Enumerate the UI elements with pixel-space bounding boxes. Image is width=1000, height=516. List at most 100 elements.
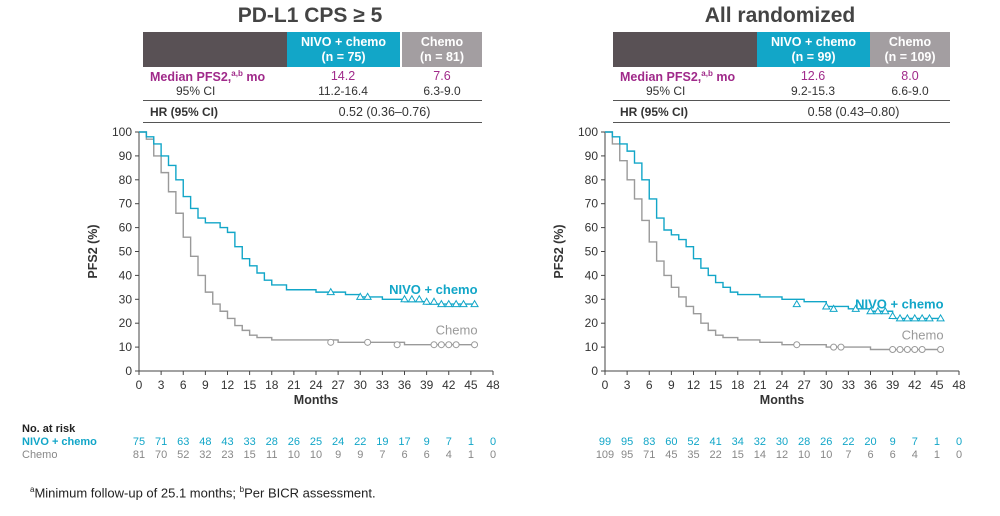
nivo-header-arm: NIVO + chemo (770, 35, 857, 49)
x-tick-label: 12 (221, 378, 235, 392)
nivo-header-arm: NIVO + chemo (300, 35, 387, 49)
nivo-censor-mark (792, 299, 802, 308)
chemo-censor-mark (911, 345, 919, 353)
nivo-censor-mark (880, 306, 890, 315)
y-tick-label: 40 (585, 268, 599, 282)
nivo-censor-mark (917, 313, 927, 322)
x-tick-label: 27 (797, 378, 811, 392)
chemo-series-line (605, 131, 941, 351)
x-tick-label: 36 (398, 378, 412, 392)
chemo-header: Chemo (n = 81) (402, 32, 482, 67)
risk-chemo-count: 45 (665, 449, 678, 461)
risk-nivo-count: 1 (467, 436, 474, 448)
risk-nivo-count: 63 (177, 436, 190, 448)
hr-value: 0.52 (0.36–0.76) (338, 105, 431, 119)
chemo-header-n: (n = 81) (419, 50, 465, 64)
risk-nivo-count: 34 (731, 436, 744, 448)
nivo-censor-mark (821, 301, 831, 310)
risk-chemo-count: 7 (845, 449, 852, 461)
nivo-censor-mark (363, 292, 372, 300)
risk-chemo-count: 9 (357, 449, 364, 461)
y-tick-label: 70 (119, 197, 133, 211)
panel-all-randomized: All randomized NIVO + chemo (n = 99) Che… (470, 0, 950, 470)
chemo-ci: 6.6-9.0 (891, 84, 929, 98)
risk-chemo-count: 70 (155, 449, 168, 461)
x-tick-label: 15 (709, 378, 723, 392)
y-tick-label: 10 (119, 340, 133, 354)
risk-nivo-count: 19 (376, 436, 389, 448)
risk-nivo-count: 99 (598, 436, 612, 448)
x-axis-label: Months (760, 393, 804, 407)
median-label: Median PFS2,a,b mo (620, 69, 736, 85)
risk-nivo-count: 7 (445, 436, 452, 448)
y-tick-label: 10 (585, 340, 599, 354)
nivo-censor-mark (451, 299, 461, 308)
nivo-censor-mark (414, 294, 424, 303)
nivo-censor-mark (888, 311, 897, 320)
x-tick-label: 36 (864, 378, 878, 392)
risk-nivo-count: 20 (864, 436, 877, 448)
nivo-censor-mark (326, 287, 336, 296)
x-tick-label: 33 (842, 378, 856, 392)
nivo-ci: 9.2-15.3 (790, 84, 836, 98)
x-tick-label: 15 (243, 378, 257, 392)
nivo-series-line (139, 131, 475, 305)
risk-chemo-count: 4 (445, 449, 452, 461)
nivo-header-n: (n = 99) (791, 50, 836, 64)
y-tick-label: 100 (578, 125, 598, 139)
risk-nivo-count: 25 (309, 436, 323, 448)
x-tick-label: 45 (464, 378, 478, 392)
nivo-censor-mark (429, 297, 439, 305)
y-tick-label: 100 (112, 125, 132, 139)
risk-chemo-count: 52 (177, 449, 190, 461)
risk-title: No. at risk (22, 423, 76, 435)
risk-chemo-count: 11 (266, 449, 278, 461)
risk-chemo-count: 7 (379, 449, 386, 461)
risk-chemo-count: 14 (753, 449, 766, 461)
risk-nivo-count: 41 (709, 436, 722, 448)
chemo-series-label: Chemo (436, 323, 478, 338)
nivo-header: NIVO + chemo (n = 99) (757, 32, 870, 67)
risk-nivo-count: 26 (820, 436, 833, 448)
risk-chemo-count: 9 (335, 449, 342, 461)
risk-chemo-count: 81 (132, 449, 146, 461)
risk-nivo-count: 9 (889, 436, 896, 448)
x-tick-label: 39 (420, 378, 434, 392)
y-tick-label: 0 (125, 364, 132, 378)
risk-chemo-count: 10 (798, 449, 811, 461)
chemo-censor-mark (837, 343, 845, 351)
y-axis-label: PFS2 (%) (86, 224, 100, 278)
x-tick-label: 42 (908, 378, 922, 392)
risk-nivo-count: 0 (955, 436, 963, 448)
chemo-censor-mark (793, 341, 801, 349)
chemo-censor-mark (471, 341, 479, 349)
risk-chemo-count: 6 (867, 449, 874, 461)
y-tick-label: 40 (119, 268, 133, 282)
chemo-censor-mark (937, 345, 945, 353)
y-tick-label: 90 (119, 149, 133, 163)
risk-chemo-count: 10 (820, 449, 833, 461)
header-blank (143, 32, 287, 67)
risk-chemo-label: Chemo (22, 449, 58, 461)
y-axis-label: PFS2 (%) (552, 224, 566, 278)
x-tick-label: 30 (354, 378, 368, 392)
risk-nivo-count: 30 (775, 436, 789, 448)
x-tick-label: 0 (136, 378, 143, 392)
nivo-censor-mark (437, 299, 446, 308)
nivo-censor-mark (936, 313, 945, 322)
y-tick-label: 20 (119, 316, 133, 330)
chemo-censor-mark (896, 345, 904, 353)
risk-chemo-count: 35 (687, 449, 700, 461)
risk-chemo-count: 0 (955, 449, 963, 461)
x-tick-label: 48 (952, 378, 966, 392)
risk-nivo-count: 33 (243, 436, 256, 448)
risk-nivo-count: 60 (665, 436, 678, 448)
x-tick-label: 27 (331, 378, 345, 392)
chemo-header: Chemo (n = 109) (870, 32, 950, 67)
nivo-censor-mark (470, 299, 479, 308)
x-tick-label: 9 (202, 378, 209, 392)
risk-chemo-count: 4 (911, 449, 918, 461)
